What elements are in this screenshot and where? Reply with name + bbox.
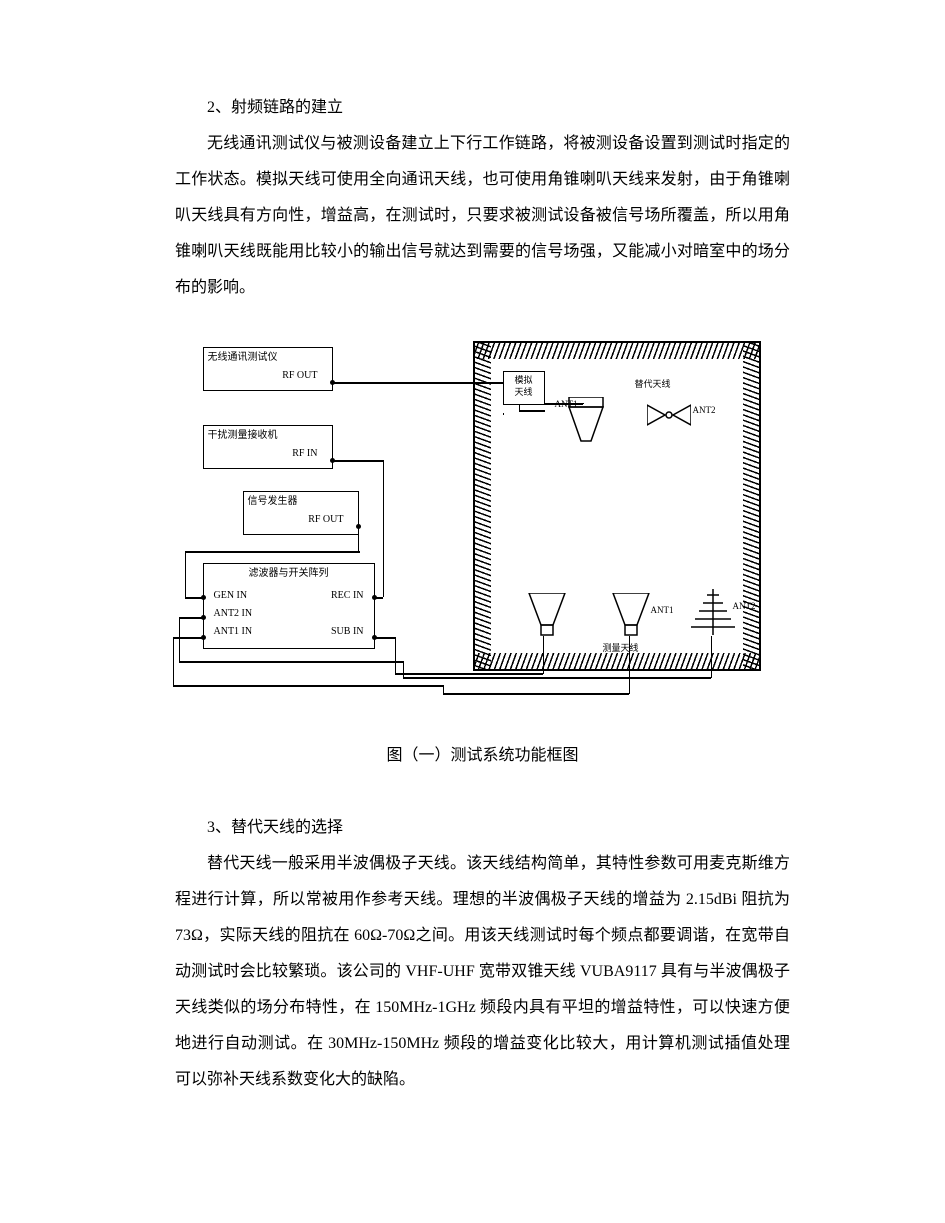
wire-c3 (185, 551, 187, 597)
wire-sim1 (503, 413, 504, 415)
box-switch-p2: REC IN (331, 590, 364, 602)
wire-sim2 (545, 403, 583, 405)
wire-e4 (443, 685, 445, 693)
wire-c1 (358, 534, 360, 552)
bottom-ant1-horn (609, 593, 653, 639)
section2-heading: 2、射频链路的建立 (175, 90, 790, 126)
box-tester-port: RF OUT (208, 370, 328, 382)
box-generator-port: RF OUT (248, 514, 354, 526)
box-generator-title: 信号发生器 (248, 496, 354, 508)
wire-f4 (403, 661, 405, 677)
wire-b2 (383, 460, 385, 597)
wire-e1 (173, 637, 203, 639)
wire-e3 (173, 685, 443, 687)
bottom-sub-horn (525, 593, 569, 639)
hatch-right (743, 341, 761, 671)
wire-c4 (185, 597, 203, 599)
box-switch-p3: ANT2 IN (214, 608, 253, 620)
box-receiver-title: 干扰测量接收机 (208, 430, 328, 442)
wire-d3 (395, 673, 543, 675)
port-generator (356, 524, 361, 529)
wire-e2 (173, 637, 175, 685)
box-switch-p5: SUB IN (331, 626, 364, 638)
hatch-bottom (473, 653, 761, 671)
chamber-box: 模拟 天线 ANT1 ANT2 替代天线 (473, 341, 761, 671)
box-receiver: 干扰测量接收机 RF IN (203, 425, 333, 469)
wire-e5 (443, 693, 629, 695)
box-switch-title: 滤波器与开关阵列 (208, 568, 370, 580)
label-bottom-ant2: ANT2 (733, 601, 756, 611)
top-ant2-bowtie (647, 403, 691, 427)
wire-b3 (375, 597, 383, 599)
section2-body: 无线通讯测试仪与被测设备建立上下行工作链路，将被测设备设置到测试时指定的工作状态… (175, 126, 790, 306)
wire-c2 (185, 551, 360, 553)
hatch-top (473, 341, 761, 359)
sim-antenna-box: 模拟 天线 (503, 371, 545, 405)
figure-container: 无线通讯测试仪 RF OUT 干扰测量接收机 RF IN 信号发生器 RF OU… (175, 341, 790, 765)
box-tester-title: 无线通讯测试仪 (208, 352, 328, 364)
figure-caption: 图（一）测试系统功能框图 (175, 741, 790, 765)
wire-d2 (395, 637, 397, 673)
box-switch-p4: ANT1 IN (214, 626, 253, 638)
box-tester: 无线通讯测试仪 RF OUT (203, 347, 333, 391)
figure-diagram: 无线通讯测试仪 RF OUT 干扰测量接收机 RF IN 信号发生器 RF OU… (203, 341, 763, 696)
wire-b1 (333, 460, 383, 462)
hatch-left (473, 341, 491, 671)
label-meas-antenna: 测量天线 (603, 641, 639, 654)
box-switch-p1: GEN IN (214, 590, 248, 602)
section3-heading: 3、替代天线的选择 (175, 810, 790, 846)
wire-sim3 (583, 403, 585, 404)
box-receiver-port: RF IN (208, 448, 328, 460)
label-top-ant2: ANT2 (693, 405, 716, 415)
section3-body: 替代天线一般采用半波偶极子天线。该天线结构简单，其特性参数可用麦克斯维方程进行计… (175, 846, 790, 1098)
label-bottom-ant1: ANT1 (651, 605, 674, 615)
label-sub-antenna: 替代天线 (635, 377, 671, 390)
wire-f3 (179, 661, 403, 663)
wire-d1 (375, 637, 395, 639)
wire-f2 (179, 617, 181, 661)
bottom-ant2-lp (689, 589, 737, 639)
wire-f1 (179, 617, 203, 619)
wire-f5 (403, 677, 711, 679)
box-generator: 信号发生器 RF OUT (243, 491, 359, 535)
box-switch: 滤波器与开关阵列 GEN IN REC IN ANT2 IN ANT1 IN S… (203, 563, 375, 649)
